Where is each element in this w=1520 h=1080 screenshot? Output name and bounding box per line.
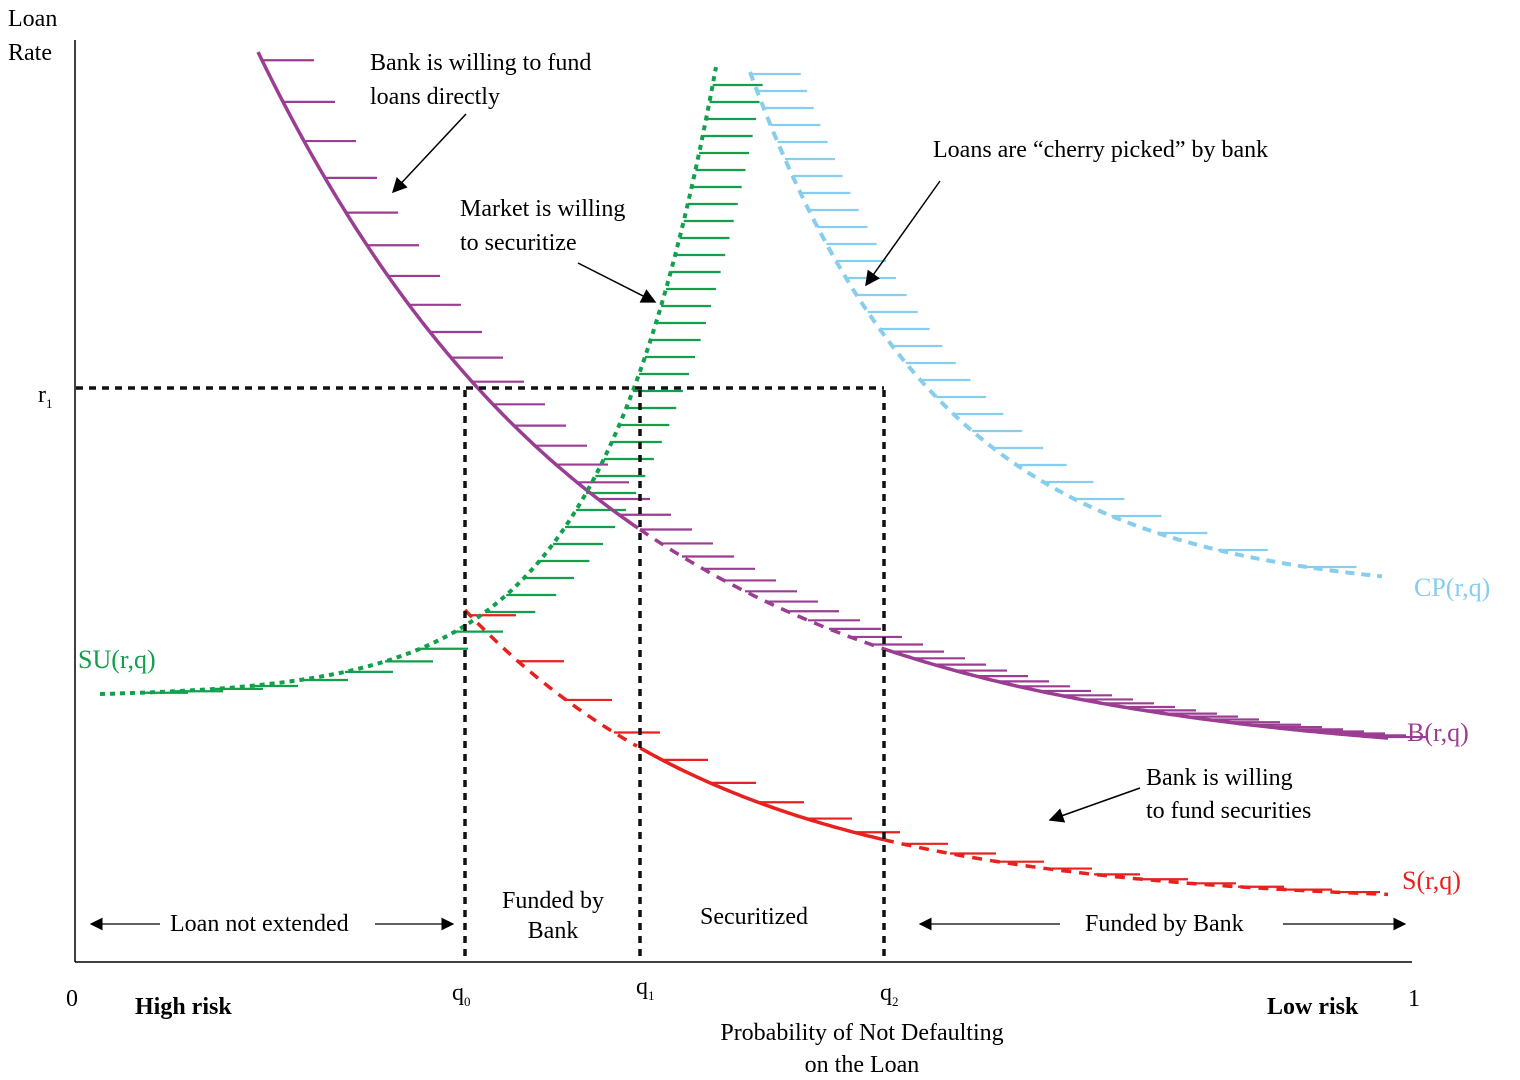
y-axis-label-line2: Rate <box>8 40 52 66</box>
bank-fund-loans-arrow <box>391 113 467 194</box>
b-curve-solid-upper <box>256 51 639 530</box>
cherry-picked-arrow <box>865 180 941 287</box>
cp-curve-label: CP(r,q) <box>1414 573 1490 602</box>
x-end-label: 1 <box>1408 986 1420 1012</box>
b-curve-dashed <box>639 528 885 651</box>
market-securitize-annotation-line1: Market is willing <box>460 196 625 222</box>
s-curve-dashed-left <box>463 608 638 748</box>
q0-label: q0 <box>452 980 471 1009</box>
b-curve-hatching <box>262 59 1427 739</box>
x-axis-label-line2: on the Loan <box>805 1052 920 1078</box>
bank-fund-securities-annotation-line2: to fund securities <box>1146 798 1311 824</box>
x-axis-label-line1: Probability of Not Defaulting <box>720 1020 1003 1046</box>
s-curve-dashed-right <box>883 838 1389 897</box>
b-curve-solid-lower <box>883 647 1389 740</box>
s-curve-hatching <box>470 614 1380 894</box>
origin-label: 0 <box>66 986 78 1012</box>
su-curve-hatching <box>140 83 763 694</box>
bank-fund-loans-annotation-line1: Bank is willing to fund <box>370 50 591 76</box>
funded-by-bank-region-1-line2: Bank <box>528 918 579 944</box>
bank-fund-loans-annotation-line2: loans directly <box>370 84 500 110</box>
q1-label: q1 <box>636 974 655 1003</box>
reference-lines <box>76 386 886 960</box>
r1-label: r1 <box>38 382 53 411</box>
low-risk-label: Low risk <box>1267 994 1359 1020</box>
bank-fund-securities-annotation-line1: Bank is willing <box>1146 765 1293 791</box>
funded-by-bank-region-1-line1: Funded by <box>502 888 604 914</box>
y-axis-label-line1: Loan <box>8 6 57 32</box>
q2-label: q2 <box>880 980 899 1009</box>
securitized-region-label: Securitized <box>700 904 808 930</box>
s-curve-label: S(r,q) <box>1402 866 1461 895</box>
su-curve-dashed <box>99 66 718 696</box>
high-risk-label: High risk <box>135 994 232 1020</box>
s-curve-solid <box>639 746 885 842</box>
bank-fund-securities-arrow <box>1048 787 1141 823</box>
su-curve-label: SU(r,q) <box>78 645 156 674</box>
market-securitize-annotation-line2: to securitize <box>460 230 577 256</box>
cp-curve-dashed <box>748 71 1383 579</box>
market-securitize-arrow <box>577 262 657 303</box>
not-extended-label: Loan not extended <box>170 911 349 937</box>
cherry-picked-annotation: Loans are “cherry picked” by bank <box>933 137 1268 163</box>
b-curve-label: B(r,q) <box>1407 718 1469 747</box>
funded-by-bank-region-2-label: Funded by Bank <box>1085 911 1244 937</box>
